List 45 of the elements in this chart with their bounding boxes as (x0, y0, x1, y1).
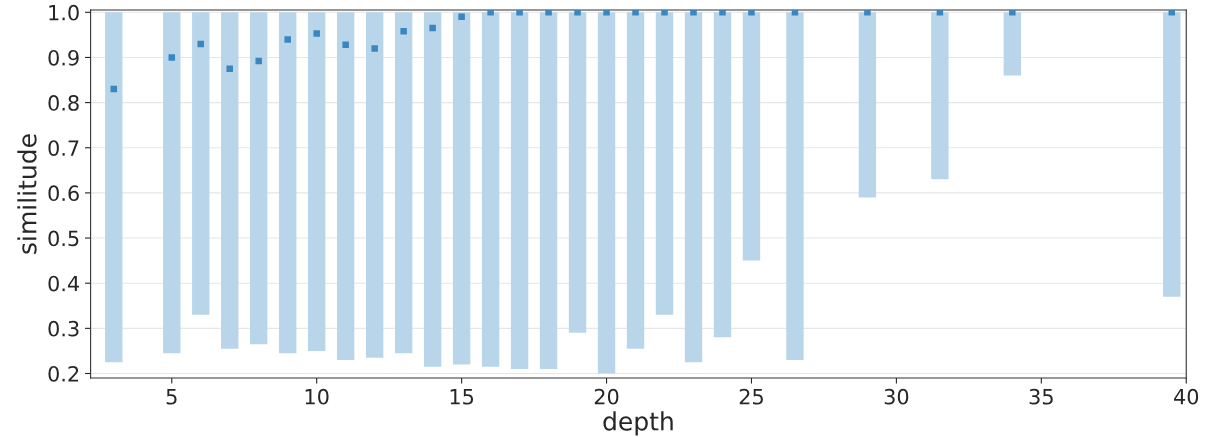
point (791, 10, 799, 16)
y-tick-label: 0.8 (48, 95, 79, 111)
point (690, 10, 697, 16)
point (255, 57, 262, 65)
point (371, 45, 378, 52)
y-tick-label: 0.6 (48, 185, 79, 202)
point (661, 10, 668, 16)
point (313, 30, 320, 37)
y-axis-title: similitude (17, 134, 37, 254)
y-tick-label: 0.2 (48, 365, 79, 382)
point (342, 41, 349, 49)
y-tick-label: 0.7 (48, 140, 79, 156)
x-axis-title: depth (603, 411, 673, 436)
y-tick-label: 0.4 (48, 275, 80, 292)
point (1009, 10, 1016, 16)
x-tick-label: 25 (739, 388, 763, 405)
point (197, 40, 204, 48)
point (168, 54, 176, 61)
point (400, 28, 407, 35)
point (574, 10, 581, 16)
point (487, 10, 494, 16)
x-tick-label: 20 (594, 388, 619, 405)
x-tick-label: 5 (166, 389, 177, 405)
y-tick-label: 0.3 (48, 320, 79, 337)
x-tick-label: 30 (884, 388, 909, 405)
point (719, 10, 726, 16)
point (516, 10, 523, 16)
point (458, 13, 465, 21)
x-tick-label: 10 (305, 388, 329, 405)
x-tick-label: 35 (1029, 388, 1053, 405)
point (748, 10, 755, 16)
point (632, 10, 639, 16)
point (1168, 10, 1176, 16)
point (226, 65, 233, 72)
point (936, 10, 944, 16)
x-tick-label: 15 (450, 389, 474, 405)
point (284, 36, 291, 43)
point (545, 10, 552, 16)
y-tick-label: 1.0 (49, 4, 79, 21)
y-tick-label: 0.5 (48, 230, 79, 247)
point (603, 10, 610, 16)
point (864, 10, 871, 16)
y-tick-label: 0.9 (48, 49, 79, 66)
point (429, 24, 436, 32)
x-tick-label: 40 (1174, 388, 1199, 405)
